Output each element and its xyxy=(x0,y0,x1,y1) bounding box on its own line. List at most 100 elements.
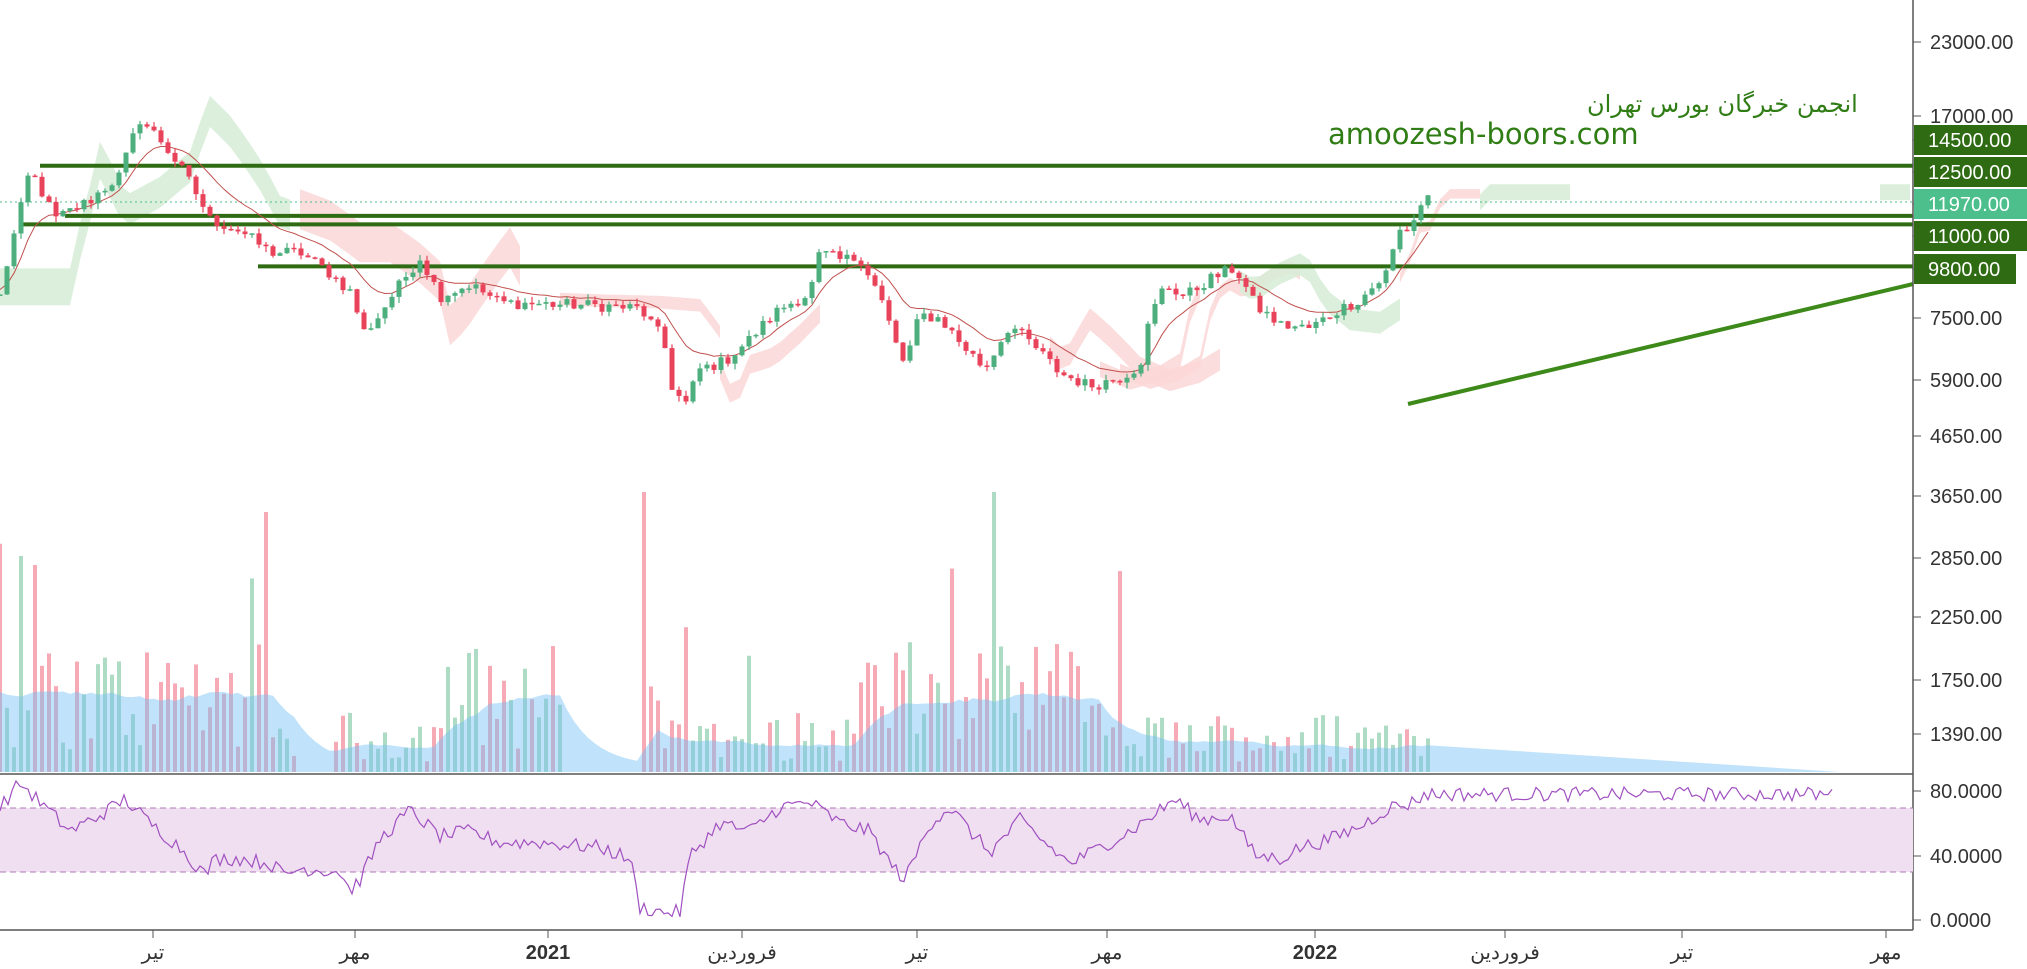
candle xyxy=(620,300,626,313)
volume-bar xyxy=(726,739,730,772)
candle xyxy=(151,122,157,132)
candle xyxy=(298,242,304,260)
candle xyxy=(907,340,913,364)
candle-body xyxy=(907,345,913,361)
candle-body xyxy=(1313,321,1319,328)
candle xyxy=(1334,312,1340,324)
watermark-line-1: انجمن خبرگان بورس تهران xyxy=(1587,90,1858,118)
candle xyxy=(1320,312,1326,326)
candle xyxy=(1033,336,1039,350)
candle xyxy=(1061,370,1067,377)
volume-bar xyxy=(1153,723,1157,772)
volume-bar xyxy=(12,747,16,772)
candle-body xyxy=(935,317,941,322)
candle xyxy=(1327,317,1333,320)
candle xyxy=(858,257,864,272)
volume-bar xyxy=(733,736,737,772)
candle-body xyxy=(1257,295,1263,313)
volume-bar xyxy=(810,723,814,772)
candle-body xyxy=(1285,321,1291,329)
candle-body xyxy=(186,165,192,177)
candle-body xyxy=(263,244,269,247)
candle-body xyxy=(403,276,409,281)
volume-bar xyxy=(740,739,744,772)
candle-body xyxy=(207,206,213,216)
candle-body xyxy=(340,277,346,291)
candle xyxy=(1124,373,1130,389)
volume-bar xyxy=(992,492,996,772)
candle xyxy=(515,296,521,310)
candle xyxy=(1047,348,1053,365)
candle xyxy=(25,172,31,207)
volume-bar xyxy=(460,705,464,772)
volume-bar xyxy=(26,710,30,772)
candle xyxy=(879,280,885,304)
volume-bar xyxy=(558,704,562,772)
candle xyxy=(1411,214,1417,236)
candle-body xyxy=(704,364,710,369)
candle xyxy=(312,256,318,260)
candle xyxy=(88,196,94,209)
volume-bar xyxy=(1300,732,1304,772)
candle-body xyxy=(690,381,696,402)
candle xyxy=(1292,325,1298,332)
candle xyxy=(1222,264,1228,278)
volume-bar xyxy=(397,757,401,772)
candle xyxy=(634,298,640,311)
candle xyxy=(760,316,766,339)
volume-bar xyxy=(1055,644,1059,772)
candle-body xyxy=(473,284,479,289)
cloud-segment-4 xyxy=(720,304,820,403)
candle xyxy=(774,304,780,327)
volume-bar xyxy=(5,707,9,772)
candle xyxy=(270,244,276,258)
candle xyxy=(1040,343,1046,355)
candle xyxy=(389,292,395,310)
candle xyxy=(242,226,248,239)
volume-bar xyxy=(1391,744,1395,772)
price-tick-label: 7500.00 xyxy=(1930,308,2002,330)
candle-body xyxy=(1089,379,1095,388)
candle xyxy=(172,148,178,168)
candle xyxy=(508,299,514,304)
candle xyxy=(382,307,388,324)
candle xyxy=(613,300,619,307)
volume-bar xyxy=(1370,738,1374,772)
candle-body xyxy=(634,304,640,307)
candle xyxy=(459,287,465,297)
volume-bar xyxy=(1097,703,1101,772)
candle-body xyxy=(1397,229,1403,250)
volume-bar xyxy=(1419,755,1423,772)
volume-bar xyxy=(355,743,359,772)
candle xyxy=(480,282,486,296)
cloud-segment-9 xyxy=(1400,189,1480,283)
volume-moving-average-area xyxy=(0,691,1840,772)
candle xyxy=(753,333,759,339)
volume-bar xyxy=(159,681,163,772)
candle xyxy=(326,261,332,281)
candle-body xyxy=(1236,272,1242,279)
volume-bar xyxy=(1405,729,1409,772)
volume-bar xyxy=(432,727,436,772)
volume-bar xyxy=(1083,722,1087,772)
candle xyxy=(956,324,962,347)
candle xyxy=(214,214,220,231)
candle xyxy=(1117,379,1123,386)
candle-body xyxy=(1201,288,1207,291)
candle xyxy=(340,275,346,295)
support-resistance-levels xyxy=(20,163,1913,269)
volume-bar xyxy=(418,726,422,772)
candle xyxy=(67,208,73,213)
price-tick-label: 17000.00 xyxy=(1930,106,2013,128)
volume-bar xyxy=(712,723,716,772)
candle xyxy=(914,313,920,346)
volume-bar xyxy=(901,670,905,772)
volume-bar xyxy=(411,737,415,772)
volume-bar xyxy=(425,761,429,772)
volume-bar xyxy=(1412,736,1416,772)
candle-body xyxy=(1306,324,1312,328)
candle-body xyxy=(550,302,556,307)
level-badge-text: 11970.00 xyxy=(1928,194,2010,216)
candle xyxy=(585,294,591,306)
